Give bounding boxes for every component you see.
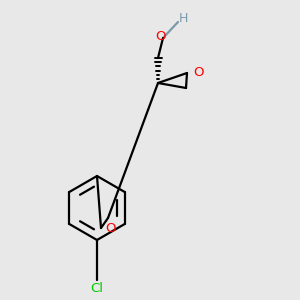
Text: H: H: [178, 13, 188, 26]
Text: O: O: [193, 65, 203, 79]
Text: O: O: [106, 223, 116, 236]
Text: Cl: Cl: [91, 281, 103, 295]
Text: O: O: [156, 31, 166, 44]
